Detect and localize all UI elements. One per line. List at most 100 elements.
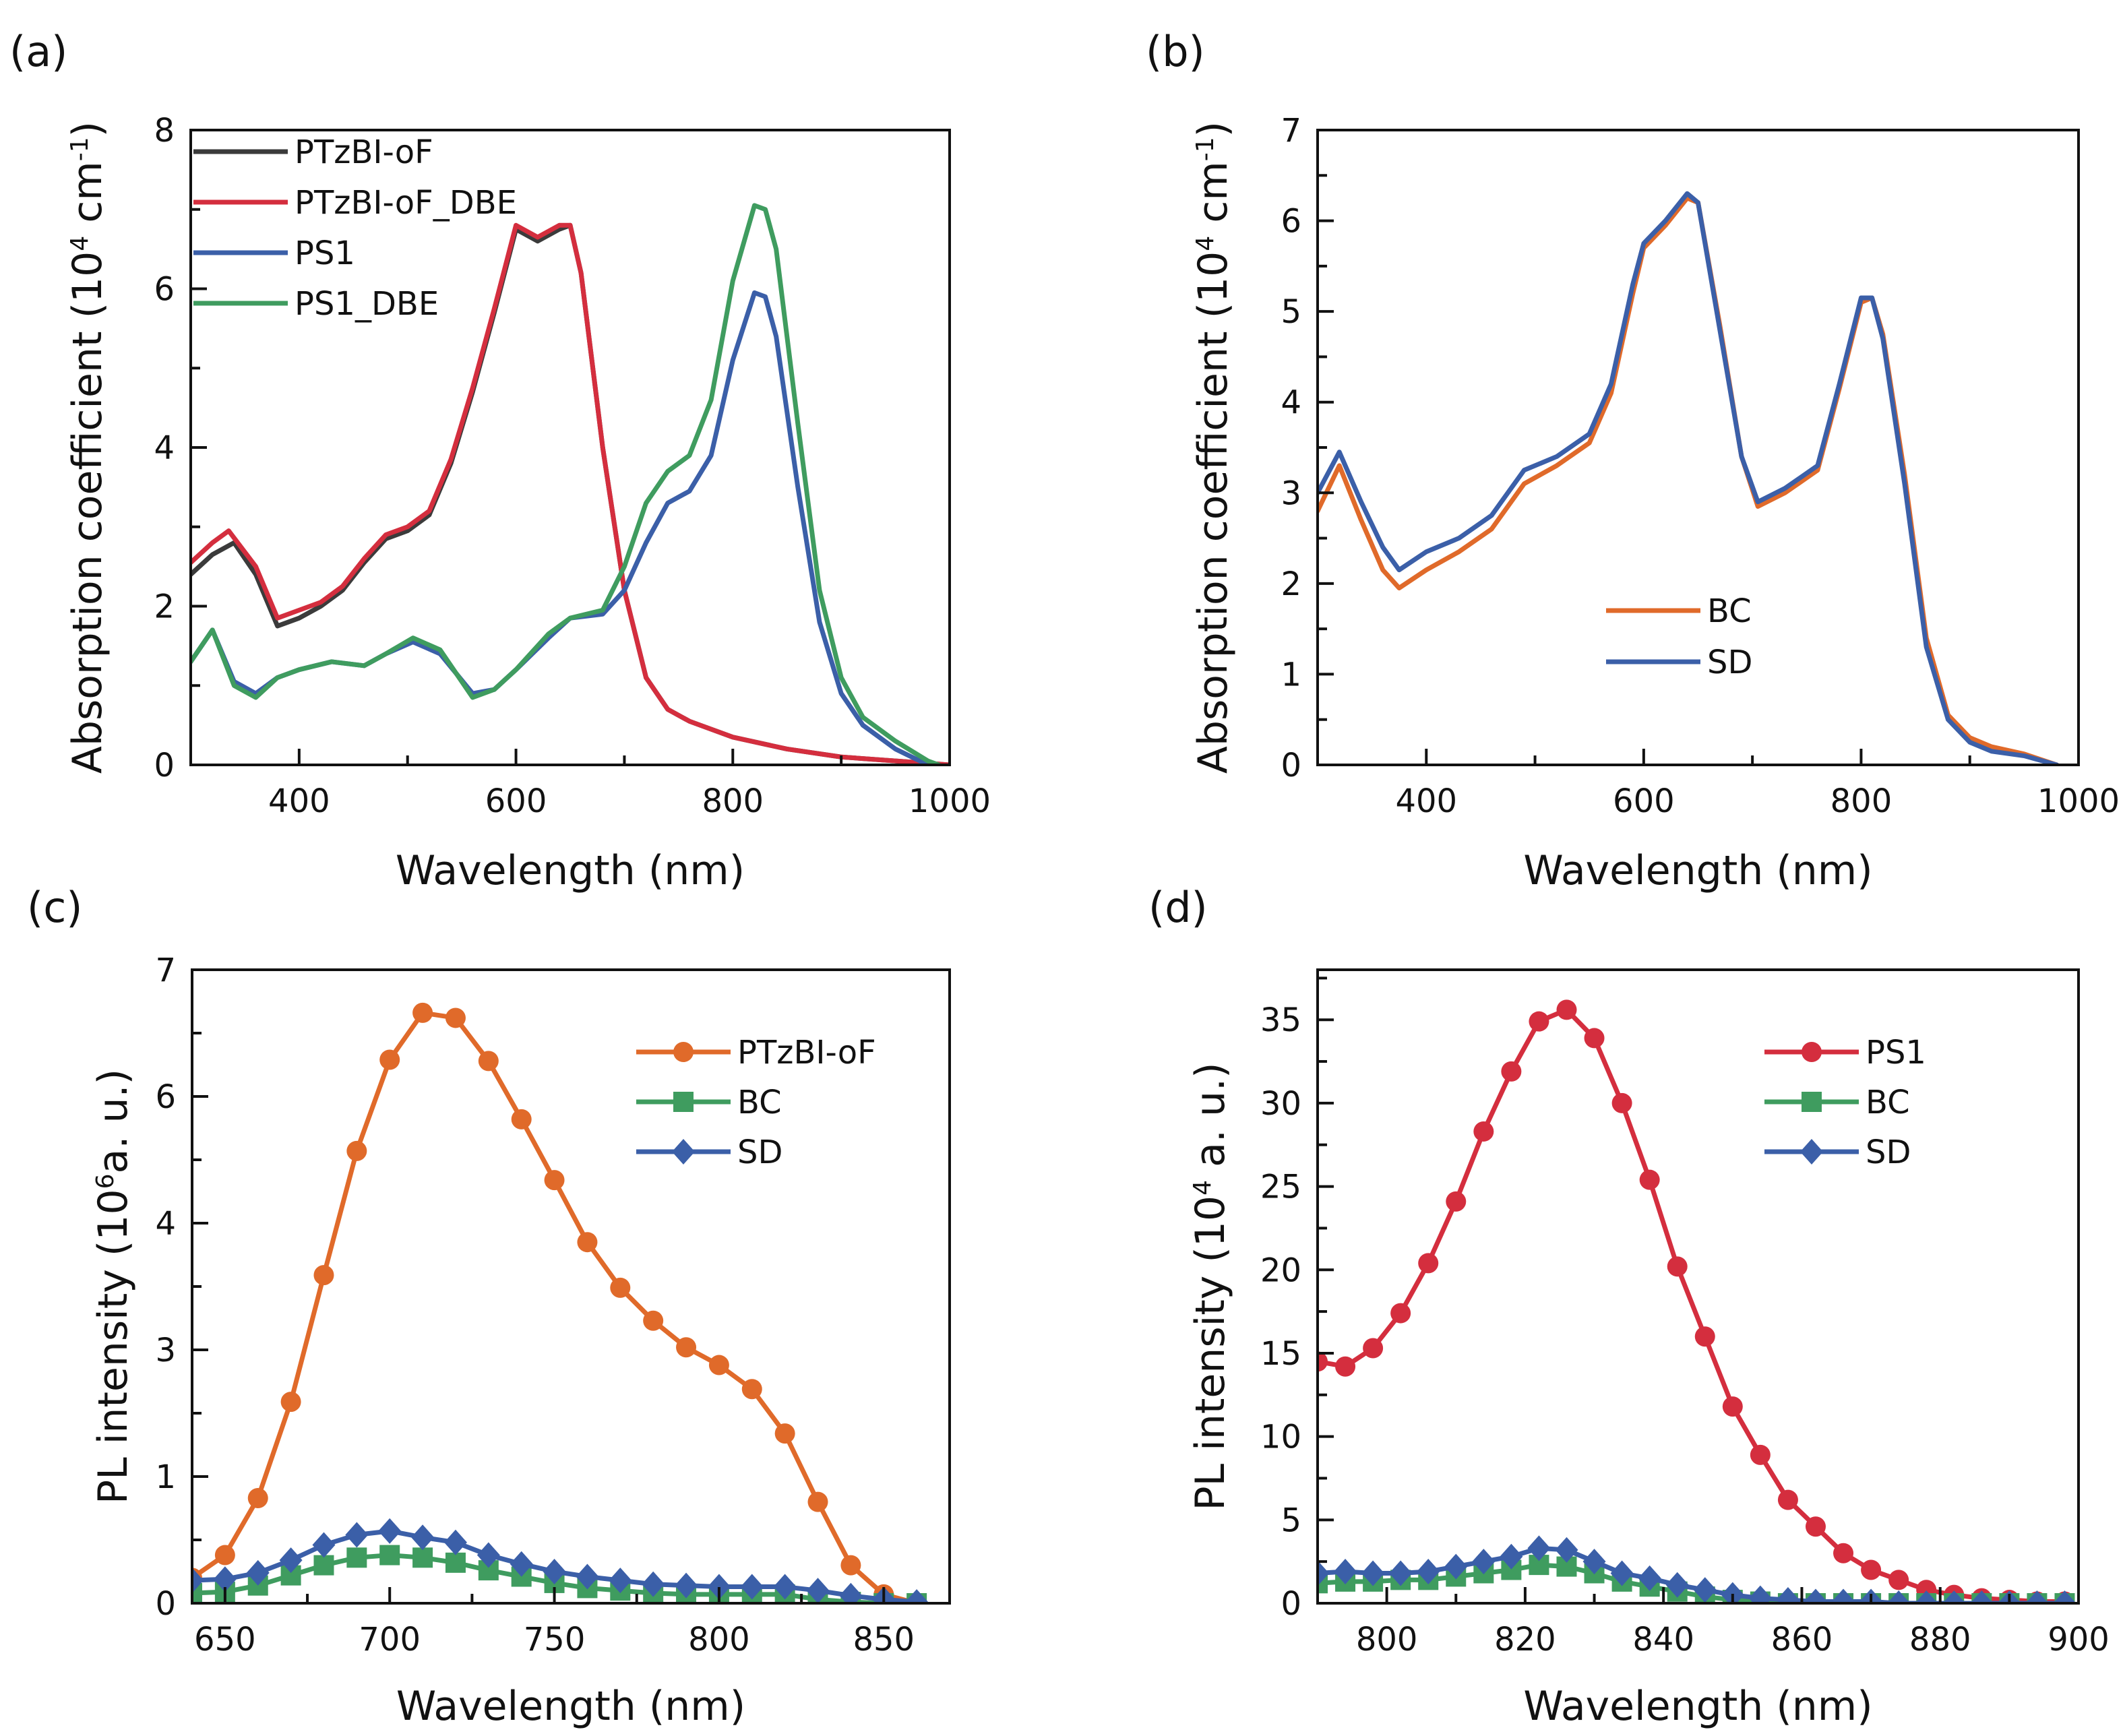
data-point bbox=[1335, 1356, 1356, 1377]
legend-label: PTzBI-oF_DBE bbox=[295, 184, 517, 222]
y-tick-label: 5 bbox=[1281, 1501, 1301, 1539]
data-point bbox=[345, 1522, 369, 1548]
data-point bbox=[1446, 1191, 1467, 1212]
x-tick-label: 600 bbox=[485, 782, 547, 820]
data-point bbox=[543, 1559, 566, 1584]
x-tick-label: 880 bbox=[1909, 1621, 1971, 1658]
y-tick-label: 3 bbox=[155, 1332, 176, 1369]
data-point bbox=[192, 1568, 204, 1594]
y-tick-label: 6 bbox=[154, 271, 175, 309]
data-point bbox=[1721, 1582, 1744, 1603]
y-tick-label: 0 bbox=[154, 747, 175, 784]
legend-item: PTzBI-oF_DBE bbox=[193, 184, 517, 222]
data-point bbox=[1611, 1092, 1632, 1113]
data-point bbox=[1804, 1588, 1827, 1603]
panel-label-d: (d) bbox=[1148, 883, 1208, 932]
data-point bbox=[1555, 1537, 1578, 1563]
series-line bbox=[1318, 1007, 2067, 1603]
legend-item: PS1_DBE bbox=[193, 285, 439, 323]
x-axis-title: Wavelength (nm) bbox=[396, 847, 745, 894]
legend-marker bbox=[1800, 1139, 1823, 1165]
data-point bbox=[1472, 1549, 1496, 1575]
x-axis-title: Wavelength (nm) bbox=[1523, 1683, 1872, 1730]
data-point bbox=[412, 1002, 433, 1023]
data-point bbox=[1500, 1543, 1523, 1570]
series-ps1 bbox=[191, 290, 931, 765]
data-point bbox=[1582, 1549, 1606, 1575]
data-point bbox=[1942, 1590, 1966, 1603]
data-point bbox=[610, 1277, 631, 1298]
panel-c-chart: 650 700 750 800 850 0 1 3 4 6 7 Wavelength (nm) PL i… bbox=[90, 952, 951, 1730]
data-point bbox=[247, 1487, 268, 1508]
y-axis-title: Absorption coefficient (104 cm-1) bbox=[1190, 121, 1237, 774]
legend-label: PS1 bbox=[295, 235, 355, 272]
y-tick-label: 4 bbox=[155, 1205, 176, 1243]
data-point bbox=[1970, 1590, 1994, 1603]
data-point bbox=[707, 1574, 731, 1600]
data-point bbox=[1334, 1559, 1357, 1584]
y-tick-label: 4 bbox=[154, 429, 175, 467]
data-point bbox=[478, 1051, 499, 1072]
x-tick-label: 750 bbox=[524, 1621, 586, 1658]
series-sd bbox=[1318, 191, 2060, 765]
data-point bbox=[1584, 1028, 1605, 1049]
legend-marker bbox=[673, 1042, 694, 1062]
y-tick-label: 1 bbox=[1281, 656, 1301, 693]
data-point bbox=[511, 1109, 532, 1129]
legend-label: BC bbox=[1866, 1084, 1910, 1121]
data-point bbox=[1418, 1253, 1439, 1274]
plot-frame bbox=[1316, 968, 2080, 1605]
data-point bbox=[840, 1555, 861, 1576]
data-point bbox=[1915, 1590, 1938, 1603]
y-tick-label: 0 bbox=[1281, 1585, 1301, 1623]
plot-frame bbox=[1316, 129, 2080, 766]
y-tick-label: 35 bbox=[1260, 1001, 1301, 1039]
legend-label: PTzBI-oF bbox=[737, 1034, 876, 1072]
data-point bbox=[1556, 999, 1577, 1020]
y-tick-label: 7 bbox=[155, 952, 176, 989]
data-point bbox=[1529, 1011, 1549, 1032]
series-ptzbi-of-dbe bbox=[191, 222, 950, 765]
y-tick-label: 8 bbox=[154, 112, 175, 150]
data-point bbox=[544, 1170, 565, 1191]
data-point bbox=[1363, 1338, 1384, 1359]
y-tick-label: 20 bbox=[1260, 1251, 1301, 1289]
data-point bbox=[1318, 1351, 1328, 1372]
data-point bbox=[576, 1563, 599, 1590]
series-bc bbox=[1318, 195, 2060, 765]
panel-label-b: (b) bbox=[1146, 27, 1205, 76]
data-point bbox=[708, 1355, 729, 1375]
x-tick-label: 800 bbox=[1356, 1621, 1418, 1658]
data-point bbox=[412, 1547, 433, 1568]
legend-label: PS1 bbox=[1866, 1034, 1926, 1072]
data-point bbox=[476, 1542, 500, 1568]
data-point bbox=[1832, 1588, 1855, 1603]
y-tick-label: 25 bbox=[1260, 1169, 1301, 1206]
data-point bbox=[740, 1574, 764, 1600]
x-tick-label: 800 bbox=[688, 1621, 750, 1658]
data-point bbox=[741, 1379, 762, 1400]
data-point bbox=[1610, 1560, 1634, 1586]
series-line bbox=[1318, 195, 2060, 765]
y-axis-title-post: ) bbox=[1190, 121, 1237, 137]
y-axis-title-mid: a. u.) bbox=[1187, 1062, 1234, 1180]
legend-marker bbox=[672, 1139, 695, 1165]
y-axis-title-mid: cm bbox=[1190, 161, 1237, 236]
data-point bbox=[445, 1552, 466, 1573]
legend-label: SD bbox=[1707, 644, 1752, 681]
data-point bbox=[379, 1049, 400, 1070]
legend-item: PS1 bbox=[1764, 1034, 1926, 1072]
series-line bbox=[191, 222, 950, 765]
x-tick-label: 820 bbox=[1494, 1621, 1556, 1658]
x-tick-label: 1000 bbox=[2037, 782, 2120, 820]
x-tick-label: 1000 bbox=[909, 782, 991, 820]
data-point bbox=[312, 1532, 336, 1558]
data-point bbox=[214, 1545, 235, 1566]
x-tick-label: 900 bbox=[2048, 1621, 2110, 1658]
x-tick-label: 800 bbox=[702, 782, 764, 820]
data-point bbox=[346, 1140, 367, 1161]
data-point bbox=[1390, 1303, 1411, 1324]
y-tick-label: 3 bbox=[1281, 474, 1301, 512]
data-point bbox=[1665, 1572, 1689, 1598]
y-axis-title-pre: Absorption coefficient (10 bbox=[64, 251, 111, 774]
